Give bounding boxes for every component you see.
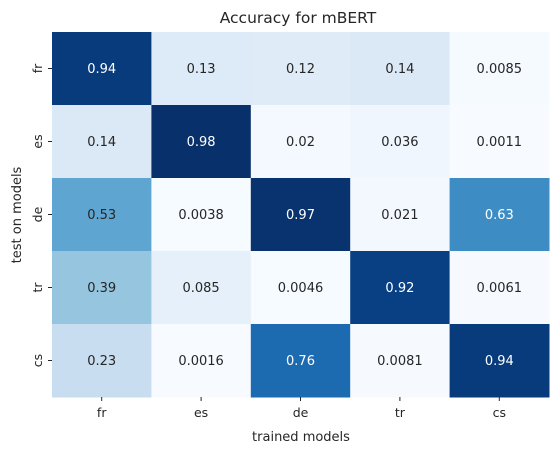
cell-value-fr-es: 0.13 (187, 62, 216, 77)
heatmap-cells (52, 32, 550, 398)
cell-value-cs-fr: 0.23 (87, 354, 116, 369)
heatmap-cell-tr-es (151, 251, 252, 325)
cell-value-cs-tr: 0.0081 (377, 354, 423, 369)
cell-value-cs-cs: 0.94 (485, 354, 514, 369)
y-axis-ticks: fr es de tr cs (30, 63, 52, 367)
cell-value-tr-fr: 0.39 (87, 281, 116, 296)
x-tick-label-cs: cs (493, 405, 506, 420)
cell-value-cs-de: 0.76 (286, 354, 315, 369)
heatmap-cell-es-cs (449, 105, 550, 179)
y-tick-label-de: de (30, 206, 45, 222)
x-axis-ticks: fr es de tr cs (97, 397, 506, 420)
heatmap-cell-es-de (250, 105, 351, 179)
y-tick-label-es: es (30, 134, 45, 148)
x-tick-label-es: es (194, 405, 208, 420)
cell-value-es-tr: 0.036 (381, 135, 418, 150)
cell-value-de-cs: 0.63 (485, 208, 514, 223)
heatmap-cell-cs-fr (52, 324, 152, 398)
cell-value-tr-de: 0.0046 (278, 281, 324, 296)
cell-value-cs-es: 0.0016 (178, 354, 224, 369)
x-axis-label: trained models (252, 430, 350, 445)
heatmap-cell-fr-tr (350, 32, 451, 106)
heatmap-cell-de-cs (449, 178, 550, 252)
heatmap-cell-tr-de (250, 251, 351, 325)
heatmap-cell-fr-cs (449, 32, 550, 106)
heatmap-cell-cs-es (151, 324, 252, 398)
heatmap-cell-es-fr (52, 105, 152, 179)
heatmap-cell-fr-es (151, 32, 252, 106)
heatmap-cell-cs-tr (350, 324, 451, 398)
cell-value-es-es: 0.98 (187, 135, 216, 150)
cell-value-fr-cs: 0.0085 (477, 62, 523, 77)
cell-value-es-cs: 0.0011 (477, 135, 523, 150)
cell-value-de-es: 0.0038 (178, 208, 224, 223)
x-tick-label-fr: fr (97, 405, 107, 420)
cell-value-es-de: 0.02 (286, 135, 315, 150)
heatmap-cell-de-de (250, 178, 351, 252)
cell-value-es-fr: 0.14 (87, 135, 116, 150)
heatmap-cell-fr-de (250, 32, 351, 106)
cell-value-tr-es: 0.085 (182, 281, 219, 296)
cell-value-de-fr: 0.53 (87, 208, 116, 223)
heatmap-cell-es-tr (350, 105, 451, 179)
x-tick-label-de: de (293, 405, 309, 420)
cell-value-de-de: 0.97 (286, 208, 315, 223)
y-axis-label: test on models (10, 166, 25, 263)
y-tick-label-tr: tr (30, 282, 45, 293)
heatmap-cell-de-fr (52, 178, 152, 252)
cell-value-fr-fr: 0.94 (87, 62, 116, 77)
heatmap-cell-tr-cs (449, 251, 550, 325)
heatmap-cell-tr-tr (350, 251, 451, 325)
heatmap-cell-de-es (151, 178, 252, 252)
y-tick-label-cs: cs (30, 354, 45, 367)
heatmap-cell-fr-fr (52, 32, 152, 106)
y-tick-label-fr: fr (30, 63, 45, 73)
cell-value-tr-tr: 0.92 (385, 281, 414, 296)
heatmap-cell-cs-cs (449, 324, 550, 398)
cell-value-de-tr: 0.021 (381, 208, 418, 223)
cell-value-fr-de: 0.12 (286, 62, 315, 77)
cell-value-tr-cs: 0.0061 (477, 281, 523, 296)
x-tick-label-tr: tr (395, 405, 406, 420)
cell-value-fr-tr: 0.14 (385, 62, 414, 77)
heatmap-cell-es-es (151, 105, 252, 179)
heatmap-cell-cs-de (250, 324, 351, 398)
heatmap-cell-tr-fr (52, 251, 152, 325)
chart-title: Accuracy for mBERT (220, 9, 377, 27)
heatmap-cell-labels: 0.94 0.13 0.12 0.14 0.0085 0.14 0.98 0.02 0.036 0… (87, 62, 522, 369)
heatmap-cell-de-tr (350, 178, 451, 252)
